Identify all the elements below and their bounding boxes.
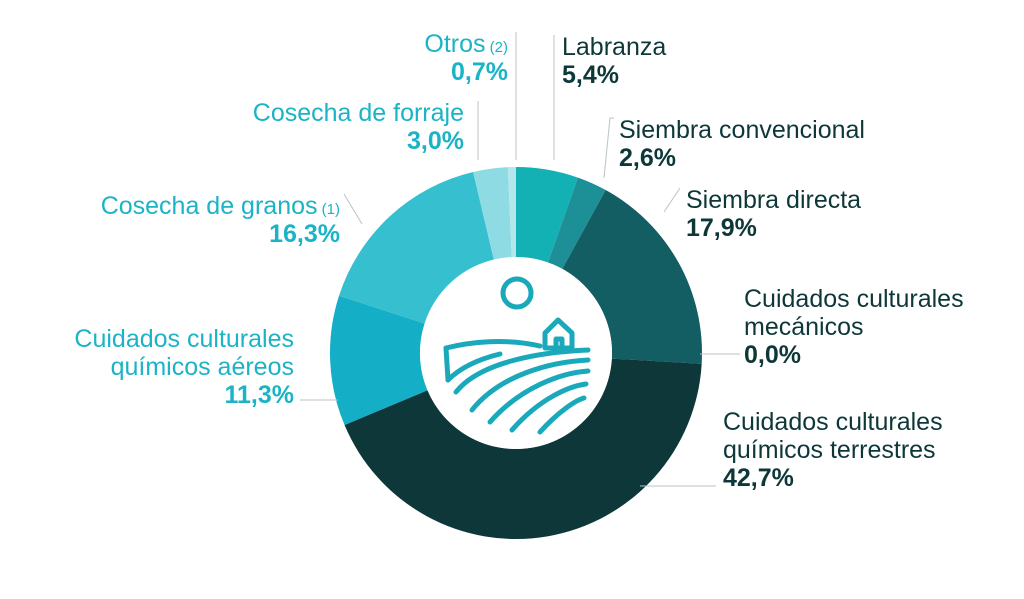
slice-note-6: (1) — [317, 201, 340, 218]
slice-7 — [473, 167, 512, 260]
slice-name-2-0: Siembra directa — [686, 186, 862, 214]
slice-name-5-1: químicos aéreos — [110, 353, 294, 381]
slice-2 — [562, 190, 702, 364]
slice-label-2: Siembra directa 17,9% — [686, 186, 861, 242]
slice-6 — [339, 172, 494, 324]
slice-value-6: 16,3% — [269, 220, 340, 248]
slice-4 — [344, 358, 702, 539]
slice-label-4: Cuidados culturales químicos terrestres 42… — [723, 408, 943, 492]
slice-label-6: Cosecha de granos (1) 16,3% — [101, 192, 340, 248]
slice-value-0: 5,4% — [562, 61, 619, 89]
slice-label-7: Cosecha de forraje 3,0% — [253, 99, 464, 155]
slice-label-0: Labranza 5,4% — [562, 33, 666, 89]
slice-value-8: 0,7% — [451, 58, 508, 86]
slice-name-7-0: Cosecha de forraje — [252, 99, 464, 127]
donut-hole — [420, 257, 612, 449]
slice-name-8-0: Otros (2) — [424, 30, 508, 58]
slice-name-3-0: Cuidados culturales — [744, 285, 964, 313]
center-group — [420, 257, 612, 449]
leader-line-2 — [663, 187, 681, 213]
leader-line-6 — [343, 193, 363, 225]
slice-value-3: 0,0% — [744, 341, 801, 369]
slice-label-3: Cuidados culturales mecánicos 0,0% — [744, 285, 964, 369]
slice-name-0-0: Labranza — [562, 33, 667, 61]
slice-name-6-0: Cosecha de granos (1) — [100, 192, 340, 220]
slice-name-5-0: Cuidados culturales — [74, 325, 294, 353]
slices-group — [329, 167, 702, 539]
slice-label-5: Cuidados culturales químicos aéreos 11,3% — [74, 325, 294, 409]
slice-name-3-1: mecánicos — [744, 313, 864, 341]
leader-lines-group — [300, 32, 740, 487]
slice-name-4-1: químicos terrestres — [723, 436, 936, 464]
slice-name-4-0: Cuidados culturales — [723, 408, 943, 436]
slice-5 — [329, 295, 428, 426]
slice-value-5: 11,3% — [224, 381, 294, 409]
slice-1 — [547, 177, 606, 269]
leader-line-1 — [603, 117, 614, 179]
slice-8 — [507, 167, 516, 258]
slice-label-1: Siembra convencional 2,6% — [619, 116, 865, 172]
slice-label-8: Otros (2) 0,7% — [424, 30, 508, 86]
farm-field-icon — [443, 276, 591, 435]
slice-0 — [516, 167, 578, 263]
slice-value-2: 17,9% — [686, 214, 757, 242]
slice-value-4: 42,7% — [723, 464, 794, 492]
slice-name-1-0: Siembra convencional — [619, 116, 865, 144]
slice-value-1: 2,6% — [619, 144, 676, 172]
slice-note-8: (2) — [485, 39, 508, 56]
slice-value-7: 3,0% — [407, 127, 464, 155]
